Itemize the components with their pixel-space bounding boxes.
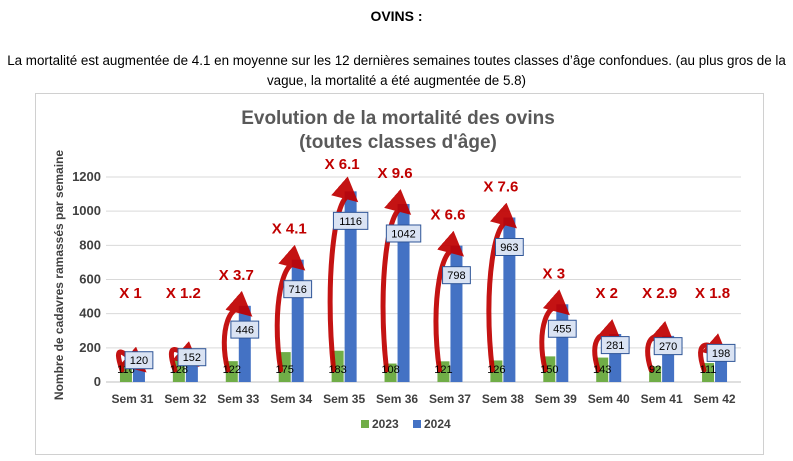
- bar-2024: [503, 217, 516, 382]
- chart-title-line: Evolution de la mortalité des ovins: [241, 108, 555, 129]
- data-label-box-2024: [177, 348, 207, 367]
- ratio-label: X 1.2: [166, 285, 201, 302]
- x-tick-label: Sem 37: [429, 392, 471, 406]
- growth-arrow: [380, 189, 412, 373]
- data-label-2024: 152: [183, 352, 201, 364]
- growth-arrow: [486, 202, 518, 373]
- x-tick-label: Sem 35: [323, 392, 365, 406]
- x-tick-label: Sem 31: [111, 392, 153, 406]
- data-label-2023: 150: [540, 364, 558, 376]
- data-label-2024: 455: [553, 324, 571, 336]
- x-tick-label: Sem 38: [482, 392, 524, 406]
- ratio-label: X 3: [543, 265, 566, 282]
- growth-arrow: [433, 230, 465, 373]
- bar-2023: [543, 356, 556, 382]
- chart-frame: 116 120 128 152 122 446 175 716 183 1116 108 1042 12…: [35, 93, 764, 455]
- data-label-box-2024: [653, 337, 683, 356]
- data-label-2024: 1116: [339, 216, 362, 228]
- ratio-label: X 7.6: [483, 178, 518, 195]
- ratio-label: X 6.6: [430, 207, 465, 224]
- ratio-label: X 2: [595, 285, 618, 302]
- growth-arrow: [221, 290, 253, 373]
- data-label-2023: 175: [276, 364, 294, 376]
- data-label-box-2024: [230, 320, 260, 339]
- data-label-2023: 128: [170, 364, 188, 376]
- data-label-box-2024: [442, 266, 471, 285]
- data-label-box-2024: [332, 211, 369, 230]
- ratio-label: X 2.9: [642, 285, 677, 302]
- legend-label: 2024: [424, 417, 451, 431]
- ratio-label: X 1.8: [695, 285, 730, 302]
- y-tick-label: 200: [79, 340, 101, 355]
- x-tick-label: Sem 40: [588, 392, 630, 406]
- data-label-2024: 716: [289, 284, 307, 296]
- y-tick-label: 600: [79, 272, 101, 287]
- chart-title-line: (toutes classes d'âge): [299, 132, 497, 153]
- legend-swatch-2023: [361, 420, 369, 428]
- data-label-2023: 92: [649, 364, 661, 376]
- x-tick-label: Sem 39: [535, 392, 577, 406]
- legend-swatch-2024: [413, 420, 421, 428]
- data-label-2024: 798: [447, 270, 465, 282]
- x-tick-label: Sem 41: [641, 392, 683, 406]
- data-label-2023: 143: [593, 364, 611, 376]
- data-label-box-2024: [283, 280, 313, 299]
- ratio-label: X 1: [119, 285, 142, 302]
- x-tick-label: Sem 32: [164, 392, 206, 406]
- data-label-2024: 446: [236, 325, 254, 337]
- data-label-2024: 270: [659, 341, 677, 353]
- data-label-2024: 120: [130, 355, 148, 367]
- growth-arrow: [327, 176, 359, 373]
- data-label-box-2024: [547, 319, 577, 338]
- x-tick-label: Sem 36: [376, 392, 418, 406]
- data-label-box-2024: [600, 336, 630, 355]
- data-label-box-2024: [385, 224, 422, 243]
- ratio-label: X 3.7: [219, 267, 254, 284]
- growth-arrow: [539, 289, 570, 373]
- legend-label: 2023: [372, 417, 399, 431]
- y-tick-label: 800: [79, 237, 101, 252]
- bar-2024: [450, 245, 463, 382]
- data-label-2023: 111: [700, 364, 717, 376]
- bar-2024: [344, 191, 357, 382]
- data-label-2023: 183: [328, 364, 346, 376]
- intro-paragraph: La mortalité est augmentée de 4.1 en moy…: [7, 53, 786, 88]
- ratio-label: X 6.1: [325, 156, 360, 173]
- data-label-box-2024: [706, 343, 736, 362]
- data-label-2024: 963: [500, 242, 518, 254]
- ratio-label: X 4.1: [272, 221, 307, 238]
- data-label-2024: 198: [712, 348, 730, 360]
- y-tick-label: 400: [79, 306, 101, 321]
- bar-2023: [596, 357, 609, 382]
- data-label-box-2024: [494, 237, 524, 256]
- y-tick-label: 1000: [72, 203, 101, 218]
- section-heading: OVINS :: [370, 8, 423, 24]
- data-label-2023: 108: [381, 364, 399, 376]
- y-tick-label: 0: [94, 374, 101, 389]
- ratio-label: X 9.6: [378, 165, 413, 182]
- mortality-chart: 1161201281521224461757161831116108104212…: [52, 108, 741, 431]
- x-tick-label: Sem 42: [694, 392, 736, 406]
- x-tick-label: Sem 33: [217, 392, 259, 406]
- data-label-2023: 121: [434, 364, 452, 376]
- x-tick-label: Sem 34: [270, 392, 312, 406]
- data-label-2023: 126: [487, 364, 505, 376]
- bar-2024: [397, 203, 410, 382]
- y-axis-label: Nombre de cadavres ramassés par semaine: [52, 150, 66, 400]
- data-label-2024: 1042: [391, 228, 415, 240]
- data-label-box-2024: [124, 351, 154, 370]
- data-label-2024: 281: [606, 340, 624, 352]
- data-label-2023: 122: [223, 364, 241, 376]
- y-tick-label: 1200: [72, 169, 101, 184]
- growth-arrow: [274, 244, 306, 373]
